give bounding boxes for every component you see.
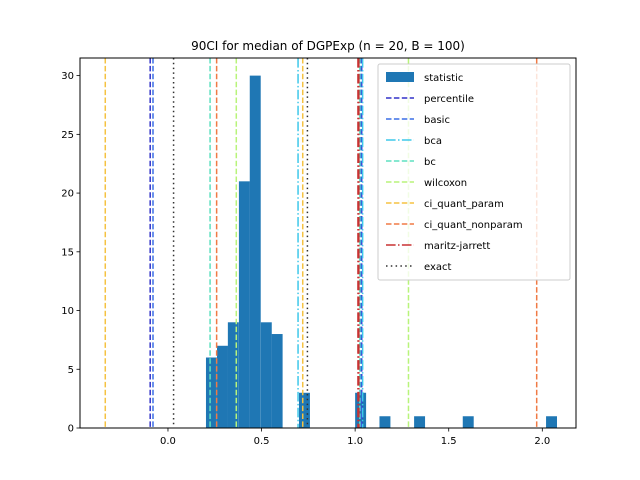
x-tick-label: 0.5: [254, 436, 270, 447]
y-tick-label: 30: [61, 71, 74, 82]
x-tick-label: 0.0: [160, 436, 176, 447]
histogram-bar: [227, 322, 239, 428]
x-tick-label: 1.0: [347, 436, 363, 447]
legend-label: bc: [424, 157, 436, 168]
histogram-bar: [260, 322, 272, 428]
histogram-bar: [414, 416, 426, 428]
y-tick-label: 25: [61, 130, 74, 141]
histogram-bar: [249, 75, 261, 429]
legend-label: maritz-jarrett: [424, 241, 490, 252]
histogram-bar: [238, 181, 250, 428]
y-tick-label: 10: [61, 306, 74, 317]
chart-title: 90CI for median of DGPExp (n = 20, B = 1…: [191, 39, 465, 53]
y-tick-label: 5: [68, 365, 74, 376]
legend-patch: [386, 72, 414, 82]
axes-frame: [79, 57, 577, 429]
y-tick-label: 20: [61, 189, 74, 200]
legend-label: bca: [424, 136, 442, 147]
histogram-bar: [271, 334, 283, 428]
legend-label: statistic: [424, 73, 463, 84]
y-tick-label: 0: [68, 424, 74, 435]
legend-label: basic: [424, 115, 450, 126]
x-axis: 0.0 0.5 1.0 1.5 2.0: [160, 428, 550, 447]
histogram-bar: [298, 392, 310, 428]
y-axis: 0 5 10 15 20 25 30: [61, 71, 80, 435]
legend-label: wilcoxon: [424, 178, 467, 189]
histogram-bar: [462, 416, 474, 428]
y-tick-label: 15: [61, 247, 74, 258]
legend-label: ci_quant_param: [424, 199, 504, 210]
histogram-bar: [546, 416, 557, 428]
histogram-bar: [205, 357, 217, 428]
x-tick-label: 2.0: [534, 436, 550, 447]
legend-box: [377, 63, 571, 281]
legend-label: percentile: [424, 94, 474, 105]
legend-label: ci_quant_nonparam: [424, 220, 523, 231]
histogram-bar: [379, 416, 391, 428]
legend: statistic percentile basic bca bc wilcoxon ci_…: [377, 63, 571, 281]
histogram-bar: [217, 345, 228, 428]
x-tick-label: 1.5: [441, 436, 457, 447]
legend-label: exact: [424, 262, 452, 273]
